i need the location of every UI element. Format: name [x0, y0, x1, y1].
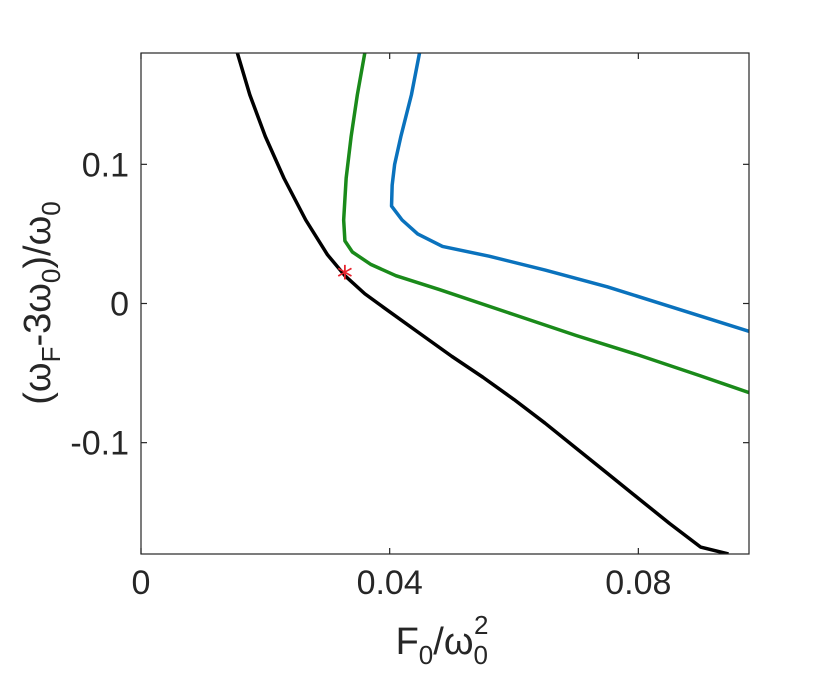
marker-layer: *: [337, 259, 353, 297]
y-label-omega-denom-sub: 0: [36, 201, 66, 215]
y-tick-label-1: 0.1: [82, 146, 129, 184]
plot-background: [141, 53, 749, 554]
y-label-omega-f-sub: F: [36, 347, 66, 363]
y-label-middle: -3: [17, 313, 59, 347]
y-label-open: (: [17, 392, 59, 405]
x-label-omega: ω: [444, 621, 474, 663]
x-axis-label: F0/ω02: [396, 610, 489, 670]
marker-point-1: *: [337, 259, 353, 297]
y-tick-label-2: 0: [110, 286, 129, 324]
y-label-omega-f: ω: [17, 362, 59, 392]
x-tick-label-1: 0: [132, 564, 151, 602]
y-label-omega-0-sub: 0: [36, 269, 66, 283]
x-label-omega-sup: 2: [474, 610, 488, 640]
x-label-base: F: [396, 621, 419, 663]
series-line-2: [341, 53, 749, 395]
y-label-close: )/: [17, 245, 59, 269]
x-label-base-sub: 0: [419, 640, 433, 670]
x-tick-label-2: 0.04: [357, 564, 423, 602]
series-line-1: [235, 53, 729, 554]
tick-layer: 0 0.04 0.08 0.1 0 -0.1: [70, 53, 749, 602]
x-label-omega-sub: 0: [473, 640, 487, 670]
x-tick-label-3: 0.08: [605, 564, 671, 602]
y-label-omega-denom: ω: [17, 216, 59, 246]
series-layer: [235, 53, 749, 554]
x-label-slash: /: [433, 621, 444, 663]
series-line-3: [389, 53, 749, 333]
y-tick-label-3: -0.1: [70, 425, 129, 463]
y-label-omega-0: ω: [17, 283, 59, 313]
y-axis-label: (ωF-3ω0)/ω0: [17, 201, 66, 405]
